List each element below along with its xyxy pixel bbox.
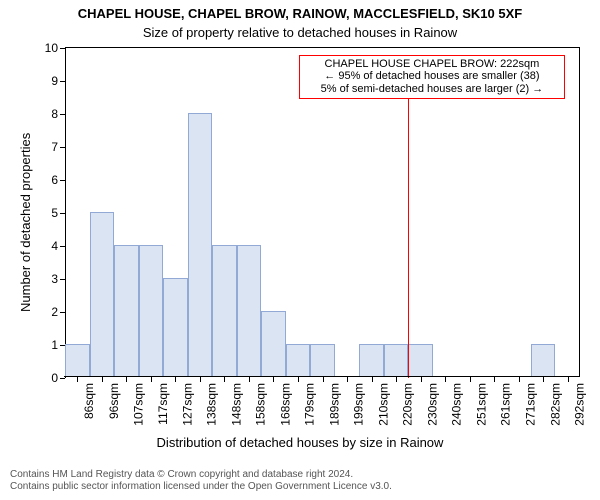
footer-attribution: Contains HM Land Registry data © Crown c…	[10, 469, 392, 492]
histogram-bar	[261, 311, 286, 377]
x-tick	[273, 377, 274, 382]
histogram-bar	[237, 245, 262, 377]
x-tick	[347, 377, 348, 382]
x-tick	[445, 377, 446, 382]
x-tick-label: 199sqm	[352, 383, 366, 426]
histogram-bar	[65, 344, 90, 377]
x-tick	[568, 377, 569, 382]
x-axis-title: Distribution of detached houses by size …	[0, 435, 600, 450]
y-tick-label: 7	[51, 140, 65, 154]
y-tick-label: 3	[51, 272, 65, 286]
histogram-bar	[310, 344, 335, 377]
x-tick	[372, 377, 373, 382]
y-tick-label: 0	[51, 371, 65, 385]
x-tick	[470, 377, 471, 382]
y-tick-label: 10	[45, 41, 65, 55]
histogram-bar	[384, 344, 409, 377]
histogram-bar	[359, 344, 384, 377]
histogram-bar	[408, 344, 433, 377]
annotation-line-2: 5% of semi-detached houses are larger (2…	[303, 83, 560, 96]
x-tick	[298, 377, 299, 382]
x-tick	[494, 377, 495, 382]
histogram-bar	[188, 113, 213, 377]
x-tick-label: 148sqm	[229, 383, 243, 426]
x-tick-label: 251sqm	[475, 383, 489, 426]
y-tick-label: 4	[51, 239, 65, 253]
x-tick-label: 240sqm	[450, 383, 464, 426]
histogram-bar	[114, 245, 139, 377]
plot-area: 01234567891086sqm96sqm107sqm117sqm127sqm…	[65, 47, 580, 377]
x-tick-label: 282sqm	[548, 383, 562, 426]
histogram-bar	[212, 245, 237, 377]
x-tick	[126, 377, 127, 382]
y-tick-label: 9	[51, 74, 65, 88]
x-tick	[543, 377, 544, 382]
annotation-line-1: ← 95% of detached houses are smaller (38…	[303, 70, 560, 83]
x-tick-label: 230sqm	[426, 383, 440, 426]
x-tick-label: 158sqm	[254, 383, 268, 426]
histogram-bar	[90, 212, 115, 377]
x-tick-label: 168sqm	[278, 383, 292, 426]
x-tick-label: 189sqm	[328, 383, 342, 426]
y-axis-title: Number of detached properties	[18, 133, 33, 312]
x-tick	[102, 377, 103, 382]
y-tick-label: 5	[51, 206, 65, 220]
x-tick-label: 220sqm	[401, 383, 415, 426]
chart-subtitle: Size of property relative to detached ho…	[0, 25, 600, 40]
x-tick	[175, 377, 176, 382]
x-tick-label: 127sqm	[180, 383, 194, 426]
y-tick-label: 8	[51, 107, 65, 121]
annotation-box: CHAPEL HOUSE CHAPEL BROW: 222sqm← 95% of…	[299, 55, 564, 99]
histogram-bar	[139, 245, 164, 377]
y-tick-label: 1	[51, 338, 65, 352]
x-tick	[224, 377, 225, 382]
subject-marker-line	[408, 96, 409, 378]
x-tick-label: 86sqm	[82, 383, 96, 419]
x-tick	[323, 377, 324, 382]
x-tick-label: 107sqm	[131, 383, 145, 426]
x-tick	[519, 377, 520, 382]
x-tick-label: 210sqm	[377, 383, 391, 426]
y-tick-label: 2	[51, 305, 65, 319]
x-tick-label: 292sqm	[573, 383, 587, 426]
footer-line-2: Contains public sector information licen…	[10, 481, 392, 493]
y-tick-label: 6	[51, 173, 65, 187]
x-tick	[421, 377, 422, 382]
x-tick-label: 261sqm	[499, 383, 513, 426]
x-tick-label: 271sqm	[524, 383, 538, 426]
x-tick-label: 179sqm	[303, 383, 317, 426]
x-tick	[151, 377, 152, 382]
x-tick	[249, 377, 250, 382]
histogram-bar	[531, 344, 556, 377]
x-tick	[77, 377, 78, 382]
chart-title: CHAPEL HOUSE, CHAPEL BROW, RAINOW, MACCL…	[0, 6, 600, 21]
x-tick	[396, 377, 397, 382]
footer-line-1: Contains HM Land Registry data © Crown c…	[10, 469, 392, 481]
annotation-line-0: CHAPEL HOUSE CHAPEL BROW: 222sqm	[303, 58, 560, 71]
x-tick-label: 117sqm	[156, 383, 170, 425]
histogram-bar	[286, 344, 311, 377]
x-tick-label: 138sqm	[205, 383, 219, 426]
histogram-bar	[163, 278, 188, 377]
x-tick	[200, 377, 201, 382]
x-tick-label: 96sqm	[107, 383, 121, 419]
